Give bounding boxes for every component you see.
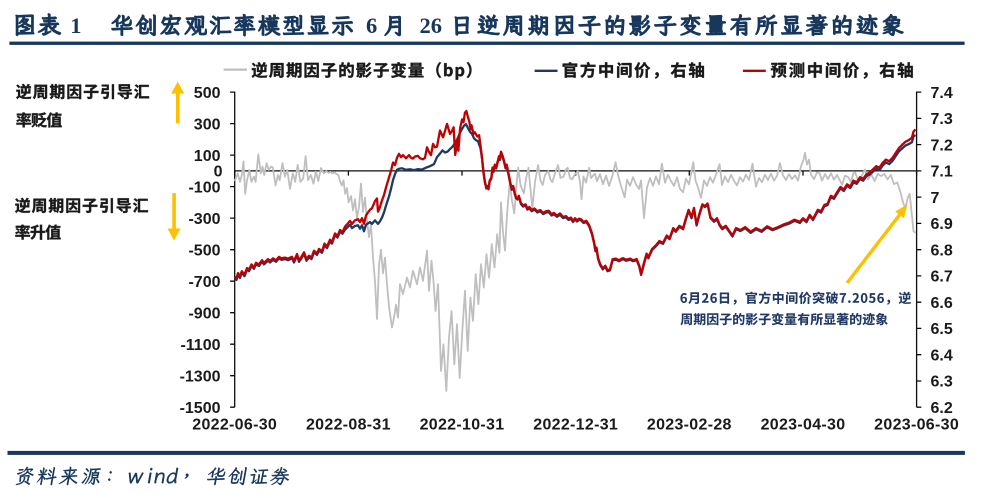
- svg-text:7.2: 7.2: [931, 137, 953, 154]
- svg-text:-1100: -1100: [180, 337, 220, 354]
- svg-text:26: 26: [420, 13, 443, 38]
- svg-text:7.4: 7.4: [931, 85, 953, 102]
- svg-text:-300: -300: [188, 211, 220, 228]
- svg-text:6.4: 6.4: [931, 347, 953, 364]
- svg-text:6.3: 6.3: [931, 374, 953, 391]
- svg-text:6.6: 6.6: [931, 295, 953, 312]
- svg-text:7.3: 7.3: [931, 111, 953, 128]
- svg-text:-100: -100: [188, 179, 220, 196]
- svg-text:300: 300: [194, 116, 221, 133]
- svg-text:2022-06-30: 2022-06-30: [192, 417, 277, 434]
- svg-text:1: 1: [70, 13, 81, 38]
- svg-text:100: 100: [194, 148, 221, 165]
- svg-text:-900: -900: [188, 305, 220, 322]
- svg-text:0: 0: [214, 164, 223, 181]
- svg-text:6.8: 6.8: [931, 242, 953, 259]
- svg-text:7.1: 7.1: [931, 164, 953, 181]
- svg-text:-1300: -1300: [180, 368, 221, 385]
- svg-text:-1500: -1500: [180, 400, 221, 417]
- svg-text:2022-08-31: 2022-08-31: [306, 417, 391, 434]
- svg-text:500: 500: [194, 85, 221, 102]
- svg-text:6.7: 6.7: [931, 269, 953, 286]
- svg-text:2023-06-30: 2023-06-30: [874, 417, 959, 434]
- svg-text:2023-04-30: 2023-04-30: [761, 417, 846, 434]
- svg-text:6.5: 6.5: [931, 321, 953, 338]
- svg-text:6.2: 6.2: [931, 400, 953, 417]
- svg-text:2022-12-31: 2022-12-31: [533, 417, 618, 434]
- svg-text:-500: -500: [188, 242, 220, 259]
- svg-text:2022-10-31: 2022-10-31: [420, 417, 505, 434]
- svg-text:2023-02-28: 2023-02-28: [647, 417, 732, 434]
- svg-text:7: 7: [931, 190, 940, 207]
- svg-text:6.9: 6.9: [931, 216, 953, 233]
- svg-text:6: 6: [366, 13, 377, 38]
- svg-text:-700: -700: [188, 274, 220, 291]
